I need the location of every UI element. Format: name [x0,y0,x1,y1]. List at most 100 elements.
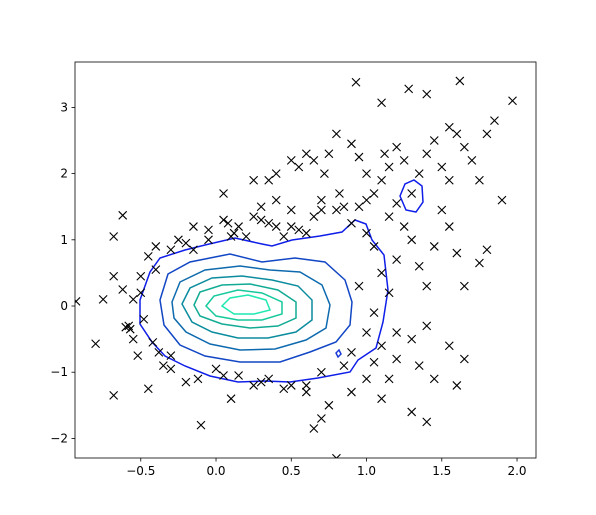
point [109,232,119,241]
marker-stroke [309,212,319,222]
point [204,225,213,235]
point [414,361,424,370]
point [189,222,198,231]
marker-stroke [286,205,296,215]
point [193,374,203,384]
marker-stroke [475,175,484,185]
marker-stroke [354,152,364,162]
marker-stroke [98,294,108,304]
point [392,199,402,208]
marker-stroke [429,242,439,251]
marker-stroke [301,228,311,238]
marker-stroke [362,228,371,238]
point [339,361,349,370]
point [271,169,281,178]
marker-stroke [404,84,414,94]
marker-stroke [399,155,409,165]
marker-stroke [497,195,507,205]
marker-stroke [475,258,484,268]
point [264,175,274,185]
point [429,136,439,145]
marker-stroke [309,155,319,165]
point [166,245,176,255]
point [482,245,492,255]
marker-stroke [335,189,344,198]
marker-stroke [407,235,417,245]
marker-stroke [332,453,337,458]
point [189,245,198,255]
marker-stroke [377,341,386,351]
point [316,367,326,377]
x-tick-label: 1.0 [357,464,376,478]
marker-stroke [422,417,432,427]
point [136,288,146,298]
marker-stroke [264,175,274,185]
point [369,189,379,198]
marker-stroke [444,122,454,132]
point [380,149,389,159]
point [136,271,146,281]
point [174,235,183,245]
marker-stroke [279,232,289,241]
point [459,354,469,364]
marker-stroke [459,354,469,364]
point [369,242,379,251]
marker-stroke [362,328,371,337]
marker-stroke [189,245,198,255]
marker-stroke [91,339,101,349]
marker-stroke [226,232,236,241]
point [118,285,128,294]
point [118,210,128,220]
marker-stroke [351,77,361,87]
y-tick-label: 2 [60,167,68,181]
marker-stroke [223,218,233,228]
marker-stroke [347,387,356,397]
marker-stroke [204,225,213,235]
contour [220,294,272,315]
point [422,417,432,427]
point [475,175,484,185]
marker-stroke [136,288,146,298]
point [154,347,164,357]
point [204,235,213,245]
marker-stroke [490,116,499,126]
marker-stroke [271,195,281,205]
point [362,228,371,238]
point [444,222,454,231]
point [384,162,394,172]
marker-stroke [362,374,371,384]
marker-stroke [286,381,296,390]
point [369,308,379,318]
point [354,202,364,212]
point [414,261,424,271]
point [347,347,356,357]
marker-stroke [219,189,228,198]
marker-stroke [234,222,243,231]
point [452,129,462,139]
point [347,139,356,149]
marker-stroke [181,377,191,387]
marker-stroke [339,361,349,370]
marker-stroke [166,351,176,361]
marker-stroke [339,202,349,212]
contour [159,253,353,363]
point [347,218,356,228]
point [339,202,349,212]
point [124,321,134,331]
point [98,294,108,304]
x-tick-label: 2.0 [507,464,526,478]
marker-stroke [316,414,326,423]
point [241,232,251,241]
point [271,195,281,205]
point [362,328,371,337]
point [301,228,311,238]
point [407,235,417,245]
point [316,205,326,215]
point [109,390,119,400]
point [249,175,259,185]
marker-stroke [151,242,161,251]
marker-stroke [264,218,274,228]
y-tick-label: 0 [60,299,68,313]
marker-stroke [181,238,191,248]
marker-stroke [256,202,266,212]
